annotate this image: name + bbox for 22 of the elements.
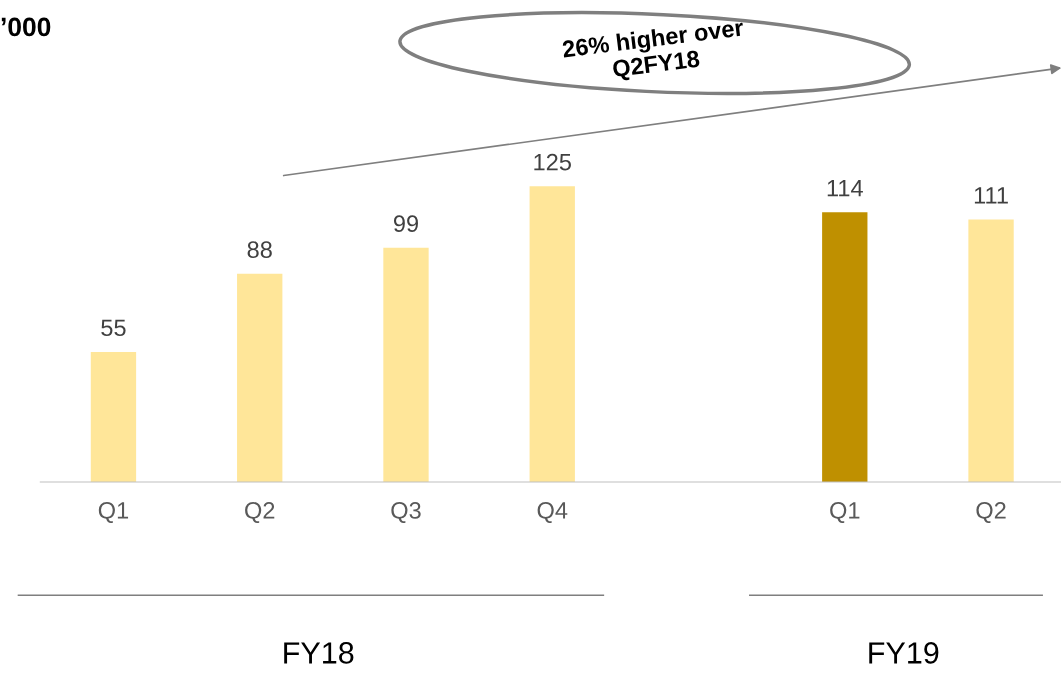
data-label: 55 <box>101 319 126 337</box>
bar <box>822 212 868 482</box>
text: 26% higher over Q2FY18 <box>562 18 745 82</box>
x-tick-label: Q4 <box>537 502 568 523</box>
data-label: 125 <box>534 153 571 171</box>
text: FY19 <box>869 642 939 664</box>
data-label: 99 <box>393 215 418 233</box>
x-tick-label: Q2 <box>976 502 1006 523</box>
bar <box>90 351 137 482</box>
bar <box>383 247 429 482</box>
bar <box>529 186 575 482</box>
data-label: 88 <box>247 241 272 259</box>
x-tick-label: Q1 <box>98 502 129 523</box>
bar <box>968 219 1014 482</box>
data-label: 111 <box>974 187 1008 204</box>
x-tick-label: Q2 <box>245 502 275 523</box>
text: FY18 <box>284 642 354 664</box>
x-tick-label: Q3 <box>391 502 421 523</box>
data-label: 114 <box>827 180 863 197</box>
bar <box>237 273 283 482</box>
chart-title: ’000 <box>1 17 51 37</box>
x-tick-label: Q1 <box>830 502 860 523</box>
